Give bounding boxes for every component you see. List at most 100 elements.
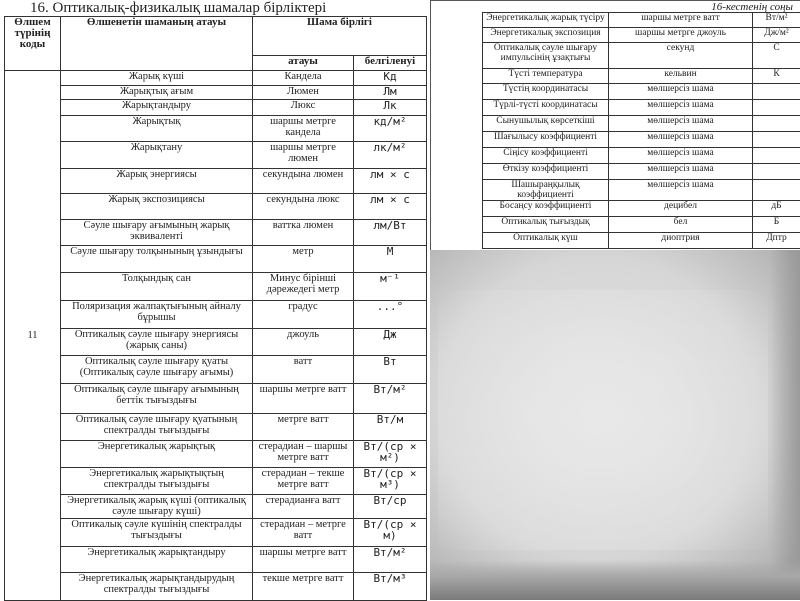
unit-cell: мөлшерсіз шама bbox=[609, 116, 753, 132]
name-cell: Энергетикалық жарықтандыру bbox=[61, 547, 253, 573]
symbol-cell: лм × с bbox=[354, 194, 427, 220]
unit-cell: шаршы метрге ватт bbox=[253, 547, 354, 573]
symbol-cell: дБ bbox=[753, 201, 800, 217]
unit-cell: текше метрге ватт bbox=[253, 573, 354, 601]
symbol-cell: Вт/(ср × м³) bbox=[354, 468, 427, 495]
unit-cell: диоптрия bbox=[609, 233, 753, 249]
unit-cell: Люкс bbox=[253, 100, 354, 116]
name-cell: Түсті температура bbox=[483, 69, 609, 84]
header-code: Өлшем түрінің коды bbox=[5, 17, 61, 71]
name-cell: Сіңісу коэффициенті bbox=[483, 148, 609, 164]
table-row: Энергетикалық жарықтандырудың спектралды… bbox=[5, 573, 427, 601]
unit-cell: Минус бірінші дәрежедегі метр bbox=[253, 273, 354, 301]
name-cell: Жарықтану bbox=[61, 142, 253, 169]
unit-cell: Кандела bbox=[253, 71, 354, 86]
table-row: Оптикалық сәуле шығару қуаты (Оптикалық … bbox=[5, 356, 427, 384]
table-row: Оптикалық сәуле күшінің спектралды тығыз… bbox=[5, 519, 427, 547]
page-title: 16. Оптикалық-физикалық шамалар бірлікте… bbox=[30, 0, 326, 17]
name-cell: Поляризация жалпақтығының айналу бұрышы bbox=[61, 301, 253, 329]
name-cell: Энергетикалық экспозиция bbox=[483, 28, 609, 43]
name-cell: Жарықтық bbox=[61, 116, 253, 142]
name-cell: Оптикалық сәуле шығару импульсінің ұзақт… bbox=[483, 43, 609, 69]
symbol-cell: Вт/м² bbox=[753, 13, 800, 28]
name-cell: Шағылысу коэффициенті bbox=[483, 132, 609, 148]
unit-cell: мөлшерсіз шама bbox=[609, 148, 753, 164]
symbol-cell: Дптр bbox=[753, 233, 800, 249]
symbol-cell: лм/Вт bbox=[354, 220, 427, 246]
table-row: Оптикалық сәуле шығару ағымының беттік т… bbox=[5, 384, 427, 414]
unit-cell: шаршы метрге ватт bbox=[609, 13, 753, 28]
name-cell: Түрлі-түсті координатасы bbox=[483, 100, 609, 116]
name-cell: Оптикалық сәуле шығару қуатының спектрал… bbox=[61, 414, 253, 441]
symbol-cell: С bbox=[753, 43, 800, 69]
unit-cell: мөлшерсіз шама bbox=[609, 132, 753, 148]
symbol-cell bbox=[753, 148, 800, 164]
symbol-cell: лк/м² bbox=[354, 142, 427, 169]
unit-cell: шаршы метрге джоуль bbox=[609, 28, 753, 43]
name-cell: Жарықтандыру bbox=[61, 100, 253, 116]
symbol-cell: Кд bbox=[354, 71, 427, 86]
symbol-cell: М bbox=[354, 246, 427, 273]
unit-cell: градус bbox=[253, 301, 354, 329]
symbol-cell: кд/м² bbox=[354, 116, 427, 142]
name-cell: Энергетикалық жарықтық bbox=[61, 441, 253, 468]
unit-cell: стерадиан – текше метрге ватт bbox=[253, 468, 354, 495]
code-cell: 11 bbox=[5, 71, 61, 601]
unit-cell: шаршы метрге кандела bbox=[253, 116, 354, 142]
paper-texture-image bbox=[430, 250, 800, 600]
unit-cell: стерадиан – метрге ватт bbox=[253, 519, 354, 547]
symbol-cell: Вт/(ср × м) bbox=[354, 519, 427, 547]
symbol-cell: Лк bbox=[354, 100, 427, 116]
table-row: Энергетикалық жарықтықтың спектралды тығ… bbox=[5, 468, 427, 495]
unit-cell: мөлшерсіз шама bbox=[609, 100, 753, 116]
name-cell: Сәуле шығару толқынының ұзындығы bbox=[61, 246, 253, 273]
unit-cell: шаршы метрге люмен bbox=[253, 142, 354, 169]
unit-cell: секунд bbox=[609, 43, 753, 69]
symbol-cell: Дж bbox=[354, 329, 427, 356]
symbol-cell: Дж/м² bbox=[753, 28, 800, 43]
name-cell: Оптикалық сәуле шығару қуаты (Оптикалық … bbox=[61, 356, 253, 384]
unit-cell: секундына люмен bbox=[253, 169, 354, 194]
unit-cell: метр bbox=[253, 246, 354, 273]
symbol-cell bbox=[753, 84, 800, 100]
name-cell: Сынушылық көрсеткіші bbox=[483, 116, 609, 132]
symbol-cell: К bbox=[753, 69, 800, 84]
unit-cell: кельвин bbox=[609, 69, 753, 84]
symbol-cell bbox=[753, 132, 800, 148]
name-cell: Энергетикалық жарық күші (оптикалық сәул… bbox=[61, 495, 253, 519]
symbol-cell: ...° bbox=[354, 301, 427, 329]
units-table-left: Өлшем түрінің коды Өлшенетін шаманың ата… bbox=[4, 16, 427, 601]
symbol-cell: Вт/м³ bbox=[354, 573, 427, 601]
name-cell: Энергетикалық жарықтықтың спектралды тығ… bbox=[61, 468, 253, 495]
name-cell: Түстің координатасы bbox=[483, 84, 609, 100]
table-row: Оптикалық сәуле шығару импульсінің ұзақт… bbox=[483, 43, 800, 69]
name-cell: Оптикалық сәуле шығару энергиясы (жарық … bbox=[61, 329, 253, 356]
symbol-cell: Лм bbox=[354, 86, 427, 100]
symbol-cell: Вт/ср bbox=[354, 495, 427, 519]
header-unit-symbol: белгіленуі bbox=[354, 56, 427, 71]
symbol-cell: Вт bbox=[354, 356, 427, 384]
name-cell: Толқындық сан bbox=[61, 273, 253, 301]
unit-cell: Люмен bbox=[253, 86, 354, 100]
unit-cell: ватт bbox=[253, 356, 354, 384]
unit-cell: ваттка люмен bbox=[253, 220, 354, 246]
unit-cell: мөлшерсіз шама bbox=[609, 84, 753, 100]
symbol-cell bbox=[753, 164, 800, 180]
